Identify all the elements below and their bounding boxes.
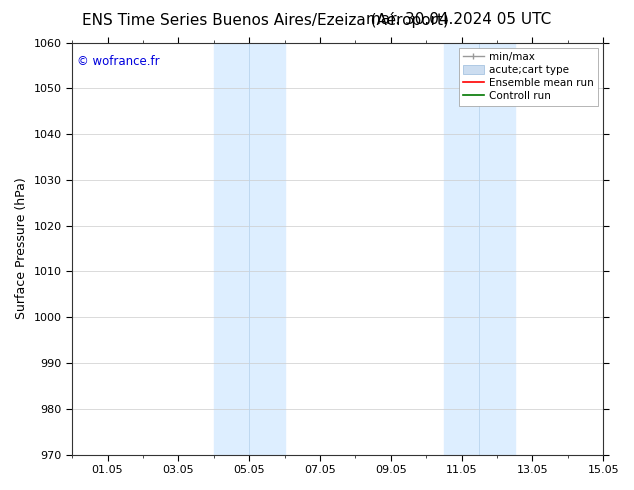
Y-axis label: Surface Pressure (hPa): Surface Pressure (hPa)	[15, 178, 28, 319]
Text: © wofrance.fr: © wofrance.fr	[77, 55, 160, 68]
Legend: min/max, acute;cart type, Ensemble mean run, Controll run: min/max, acute;cart type, Ensemble mean …	[459, 48, 598, 105]
Text: ENS Time Series Buenos Aires/Ezeiza (Aéroport): ENS Time Series Buenos Aires/Ezeiza (Aér…	[82, 12, 450, 28]
Text: mar. 30.04.2024 05 UTC: mar. 30.04.2024 05 UTC	[366, 12, 552, 27]
Bar	[214, 43, 285, 455]
Bar	[444, 43, 515, 455]
